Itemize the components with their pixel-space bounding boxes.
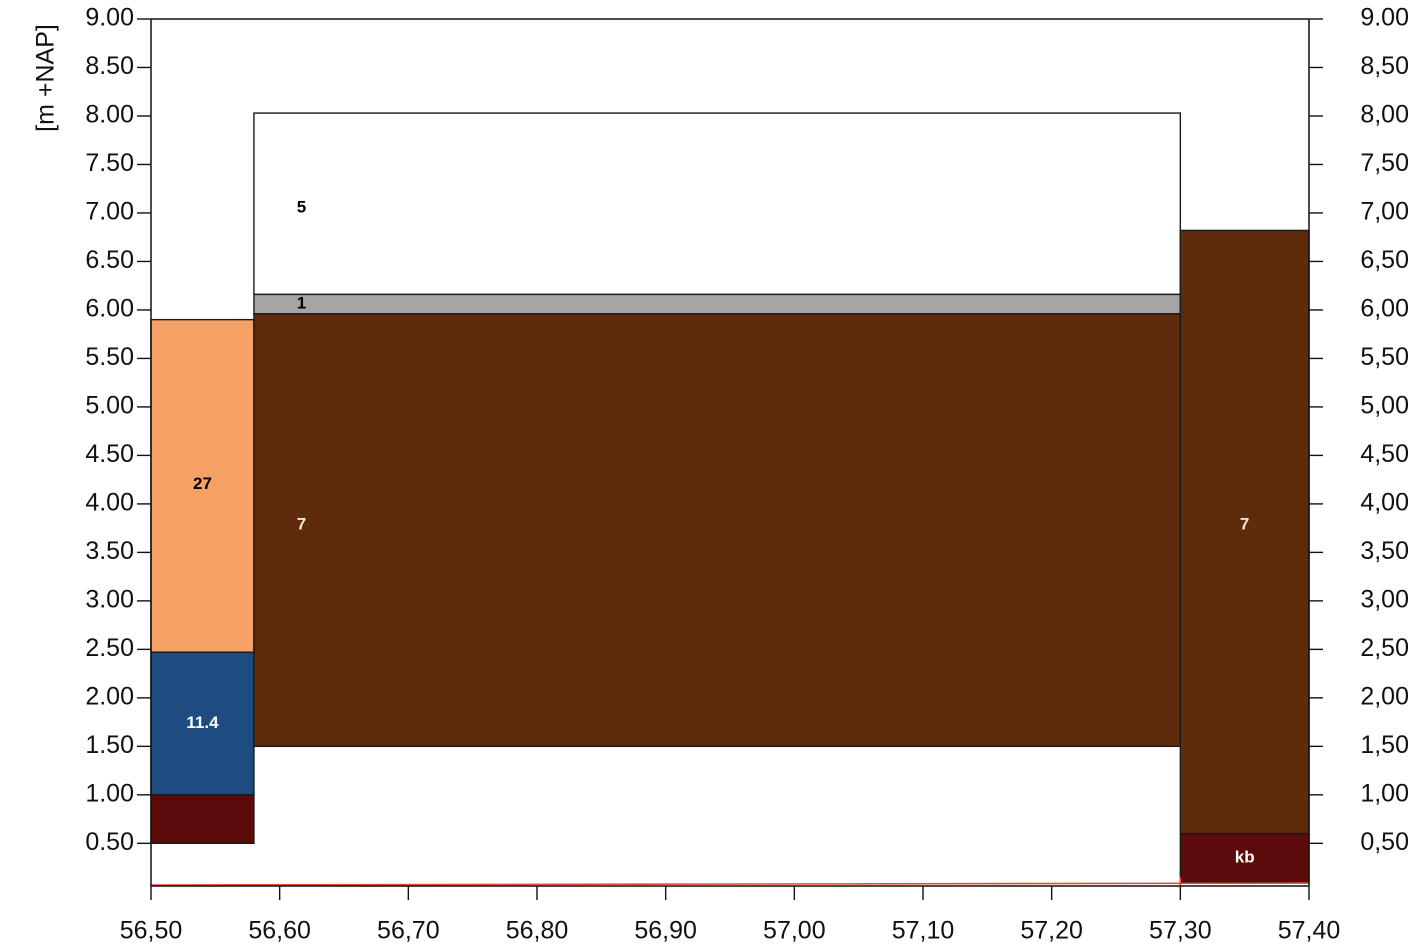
y-tick-label-left-1: 8.50	[85, 52, 134, 80]
y-tick-label-right-3: 7,50	[1360, 149, 1409, 177]
y-tick-label-right-14: 2,00	[1360, 682, 1409, 710]
x-tick-label-6: 57,10	[892, 917, 955, 945]
y-tick-label-right-16: 1,00	[1360, 779, 1409, 807]
x-tick-label-4: 56,90	[634, 917, 697, 945]
y-tick-label-left-9: 4.50	[85, 440, 134, 468]
y-tick-label-left-5: 6.50	[85, 246, 134, 274]
axes: 9.00 8.50 8.00 7.50 7.00 6.50 6.00 5.50 5.00 4.50…	[85, 4, 1409, 945]
y-tick-label-left-11: 3.50	[85, 537, 134, 565]
x-tick-label-8: 57,30	[1149, 917, 1212, 945]
layer-label-4: 1	[297, 294, 306, 313]
layer-rect-6	[1179, 229, 1310, 835]
layer-rect-3	[253, 112, 1182, 296]
y-tick-label-left-0: 9.00	[85, 4, 134, 32]
layer-label-7: kb	[1235, 847, 1255, 866]
y-tick-label-left-14: 2.00	[85, 682, 134, 710]
layers	[150, 112, 1310, 883]
y-tick-label-right-4: 7,00	[1360, 198, 1409, 226]
layer-label-1: 11.4	[186, 713, 219, 732]
reference-line-group	[150, 877, 1310, 890]
y-tick-label-right-0: 9.00	[1360, 4, 1409, 32]
y-tick-label-left-6: 6.00	[85, 295, 134, 323]
y-tick-label-right-17: 0,50	[1360, 828, 1409, 856]
y-tick-label-left-13: 2.50	[85, 634, 134, 662]
y-axis-label: [m +NAP]	[32, 24, 60, 132]
y-tick-label-left-4: 7.00	[85, 198, 134, 226]
y-tick-label-right-7: 5,50	[1360, 343, 1409, 371]
y-tick-label-left-12: 3.00	[85, 585, 134, 613]
layer-labels: 27 11.4 5 1 7 7 kb	[186, 198, 1254, 867]
reference-line	[150, 882, 1310, 886]
layer-label-3: 5	[297, 198, 306, 217]
layer-label-0: 27	[193, 474, 212, 493]
y-tick-label-right-15: 1,50	[1360, 731, 1409, 759]
y-tick-label-left-7: 5.50	[85, 343, 134, 371]
y-tick-label-right-8: 5,00	[1360, 392, 1409, 420]
x-tick-label-7: 57,20	[1020, 917, 1083, 945]
x-tick-label-1: 56,60	[248, 917, 311, 945]
layer-label-6: 7	[1240, 515, 1249, 534]
y-tick-label-left-15: 1.50	[85, 731, 134, 759]
y-tick-label-right-1: 8,50	[1360, 52, 1409, 80]
layer-rect-0	[150, 318, 255, 653]
x-tick-label-5: 57,00	[763, 917, 826, 945]
y-tick-label-left-2: 8.00	[85, 101, 134, 129]
layer-rect-1	[150, 651, 255, 796]
y-tick-label-right-11: 3,50	[1360, 537, 1409, 565]
y-tick-label-left-16: 1.00	[85, 779, 134, 807]
x-tick-label-2: 56,70	[377, 917, 440, 945]
y-tick-label-right-10: 4,00	[1360, 489, 1409, 517]
y-tick-label-right-6: 6,00	[1360, 295, 1409, 323]
y-tick-label-left-17: 0.50	[85, 828, 134, 856]
x-tick-label-9: 57,40	[1278, 917, 1341, 945]
layer-rect-5	[253, 313, 1182, 748]
layer-rect-2	[150, 794, 255, 845]
y-tick-label-right-12: 3,00	[1360, 585, 1409, 613]
x-tick-label-0: 56,50	[120, 917, 183, 945]
y-tick-label-left-8: 5.00	[85, 392, 134, 420]
layer-label-5: 7	[297, 515, 306, 534]
y-tick-label-right-9: 4,50	[1360, 440, 1409, 468]
y-tick-label-right-13: 2,50	[1360, 634, 1409, 662]
y-tick-label-right-2: 8,00	[1360, 101, 1409, 129]
x-tick-label-3: 56,80	[506, 917, 569, 945]
y-tick-label-left-3: 7.50	[85, 149, 134, 177]
y-tick-label-right-5: 6,50	[1360, 246, 1409, 274]
layer-rect-4	[253, 293, 1182, 315]
y-tick-label-left-10: 4.00	[85, 489, 134, 517]
